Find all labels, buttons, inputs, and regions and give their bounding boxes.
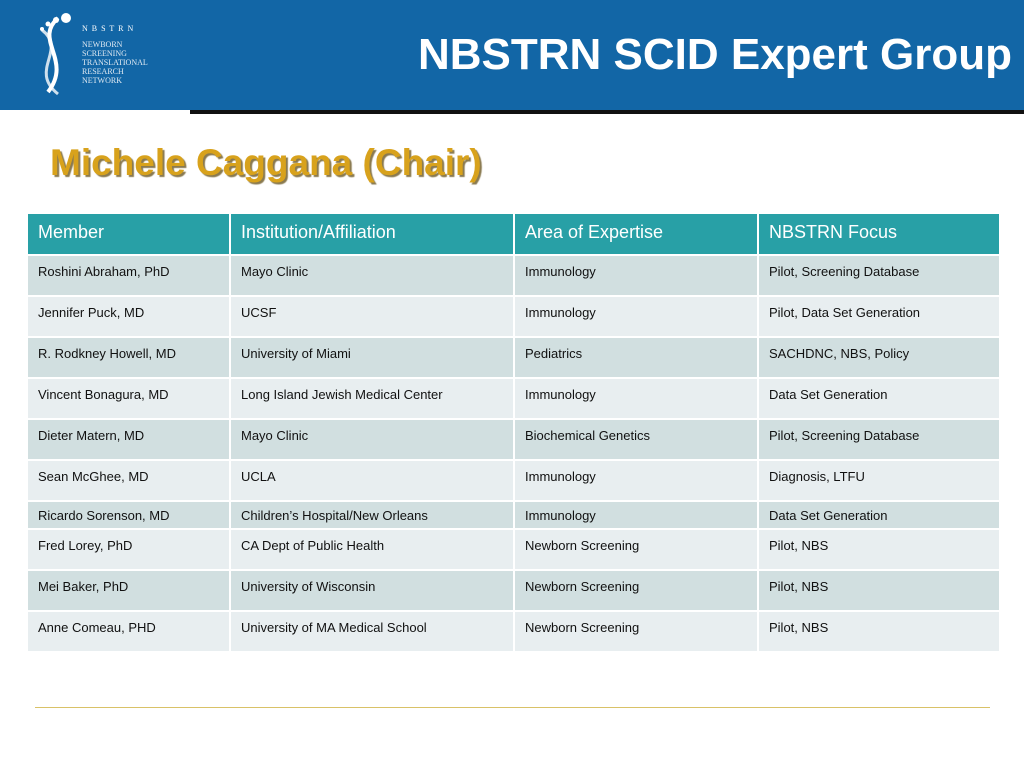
table-cell: R. Rodkney Howell, MD <box>28 338 229 377</box>
slide-title: NBSTRN SCID Expert Group <box>417 30 1012 79</box>
logo-text: NEWBORN SCREENING TRANSLATIONAL RESEARCH NET… <box>82 40 148 85</box>
table-cell: Vincent Bonagura, MD <box>28 379 229 418</box>
table-cell: Immunology <box>515 502 757 528</box>
table-cell: Pilot, Screening Database <box>759 256 999 295</box>
table-cell: Newborn Screening <box>515 612 757 651</box>
table-cell: Mayo Clinic <box>231 420 513 459</box>
column-header: Institution/Affiliation <box>231 214 513 254</box>
footer-rule <box>35 707 990 708</box>
column-header: Member <box>28 214 229 254</box>
header-rule <box>190 110 1024 114</box>
logo-line: TRANSLATIONAL <box>82 58 148 67</box>
table-cell: Immunology <box>515 379 757 418</box>
table-cell: Pilot, Screening Database <box>759 420 999 459</box>
subtitle: Michele Caggana (Chair) <box>50 142 482 183</box>
table-cell: Immunology <box>515 256 757 295</box>
logo-line: NETWORK <box>82 76 122 85</box>
table-cell: University of Miami <box>231 338 513 377</box>
table-cell: Newborn Screening <box>515 571 757 610</box>
table-cell: University of MA Medical School <box>231 612 513 651</box>
table-cell: Biochemical Genetics <box>515 420 757 459</box>
table-cell: Long Island Jewish Medical Center <box>231 379 513 418</box>
table-cell: Data Set Generation <box>759 379 999 418</box>
logo-line: SCREENING <box>82 49 127 58</box>
header-band <box>0 0 1024 110</box>
column-header: Area of Expertise <box>515 214 757 254</box>
table-cell: Children’s Hospital/New Orleans <box>231 502 513 528</box>
logo-line: NEWBORN <box>82 40 123 49</box>
table-cell: Ricardo Sorenson, MD <box>28 502 229 528</box>
logo-icon <box>40 13 71 96</box>
table-cell: Jennifer Puck, MD <box>28 297 229 336</box>
table-cell: Pilot, NBS <box>759 571 999 610</box>
table-cell: SACHDNC, NBS, Policy <box>759 338 999 377</box>
table-cell: Immunology <box>515 461 757 500</box>
table-cell: CA Dept of Public Health <box>231 530 513 569</box>
table-cell: Pilot, NBS <box>759 530 999 569</box>
table-cell: Pediatrics <box>515 338 757 377</box>
table-cell: Mei Baker, PhD <box>28 571 229 610</box>
table-cell: UCLA <box>231 461 513 500</box>
column-header: NBSTRN Focus <box>759 214 999 254</box>
table-cell: Data Set Generation <box>759 502 999 528</box>
logo-acronym: N B S T R N <box>82 24 135 33</box>
table-cell: Newborn Screening <box>515 530 757 569</box>
table-cell: Diagnosis, LTFU <box>759 461 999 500</box>
table-cell: Pilot, Data Set Generation <box>759 297 999 336</box>
table-cell: Pilot, NBS <box>759 612 999 651</box>
table-cell: Roshini Abraham, PhD <box>28 256 229 295</box>
table-cell: Sean McGhee, MD <box>28 461 229 500</box>
table-cell: Mayo Clinic <box>231 256 513 295</box>
table-cell: UCSF <box>231 297 513 336</box>
table-cell: University of Wisconsin <box>231 571 513 610</box>
logo-line: RESEARCH <box>82 67 124 76</box>
table-cell: Dieter Matern, MD <box>28 420 229 459</box>
table-cell: Anne Comeau, PHD <box>28 612 229 651</box>
table-cell: Immunology <box>515 297 757 336</box>
table-cell: Fred Lorey, PhD <box>28 530 229 569</box>
